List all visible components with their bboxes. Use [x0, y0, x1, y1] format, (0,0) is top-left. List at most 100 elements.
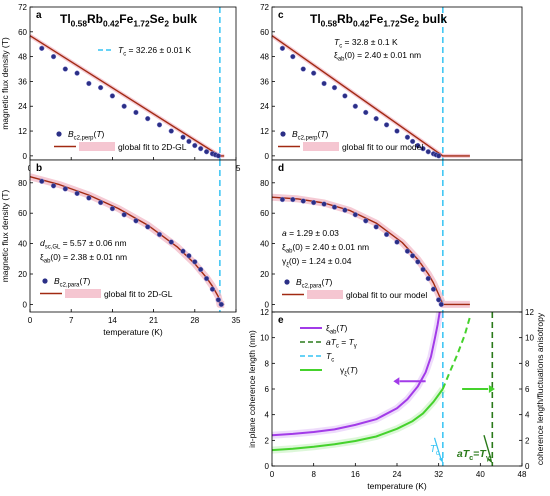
data-point	[300, 66, 306, 72]
x-axis-label: temperature (K)	[367, 481, 427, 491]
legend-band	[79, 142, 115, 151]
panel-label: b	[36, 163, 42, 174]
y-tick-label: 0	[23, 300, 28, 309]
y-tick-label: 72	[18, 3, 27, 12]
legend-label: Tc	[326, 351, 334, 364]
data-point	[404, 134, 411, 140]
text-span: (	[79, 276, 82, 286]
tc-annotation: Tc = 32.26 ± 0.01 K	[118, 45, 191, 58]
data-point	[383, 122, 390, 128]
plot-background	[30, 7, 236, 160]
data-point	[203, 275, 210, 282]
tc-callout-arrowhead	[438, 457, 443, 463]
text-span: T	[350, 365, 356, 375]
text-span: 0.58	[321, 19, 338, 29]
text-span: (	[347, 365, 350, 375]
legend-label: Bc2,para(T)	[54, 276, 91, 289]
annotation-xi: ξab(0) = 2.40 ± 0.01 nm	[334, 50, 421, 63]
y2-tick-label: 10	[525, 334, 534, 343]
legend-label: γξ(T)	[340, 365, 358, 378]
plot-frame	[29, 159, 237, 313]
text-span: c	[339, 44, 342, 50]
tc-callout: Tc	[430, 444, 440, 457]
text-span: = 32.26 ± 0.01 K	[126, 45, 191, 55]
x-tick-label: 35	[232, 316, 241, 325]
text-span: γ	[340, 365, 345, 375]
y-tick-label: 40	[260, 240, 269, 249]
legend-band	[303, 142, 339, 151]
legend-label: global fit to our model	[342, 142, 423, 152]
data-point	[121, 212, 127, 218]
y2-tick-label: 0	[525, 462, 530, 471]
data-point	[363, 109, 369, 116]
data-point	[409, 138, 416, 145]
legend-band	[307, 290, 343, 299]
data-point	[121, 103, 127, 109]
data-point	[436, 153, 442, 159]
data-point	[50, 53, 57, 60]
panel-label: d	[278, 163, 284, 174]
text-span: )	[102, 129, 105, 139]
y-tick-label: 72	[260, 3, 269, 12]
data-point	[180, 248, 186, 254]
data-point	[425, 275, 431, 282]
data-point	[321, 80, 327, 87]
data-point	[145, 224, 151, 230]
text-span: d	[40, 238, 45, 248]
data-point	[133, 109, 139, 116]
data-point	[331, 204, 338, 210]
annotation-a: a = 1.29 ± 0.03	[282, 228, 339, 238]
plot-background	[272, 7, 522, 160]
fit-line	[271, 35, 470, 157]
data-point	[156, 231, 163, 238]
text-span: c2,para	[60, 283, 81, 289]
data-point	[420, 266, 426, 273]
text-span: =	[473, 448, 479, 460]
y-tick-label: 36	[260, 77, 269, 86]
text-span: c	[331, 358, 334, 364]
text-span: 0.42	[103, 19, 120, 29]
text-span: = 5.57 ± 0.06 nm	[60, 238, 126, 248]
y-tick-label: 4	[265, 411, 270, 420]
text-span: ξ	[326, 323, 330, 333]
data-point	[209, 286, 216, 292]
panel-a: 01224364860720714212835aTl0.58Rb0.42Fe1.…	[0, 3, 241, 173]
text-span: = 1.29 ± 0.03	[287, 228, 339, 238]
data-point	[133, 218, 139, 224]
data-point	[290, 196, 296, 203]
y-tick-label: 80	[18, 179, 27, 188]
text-span: T	[118, 45, 124, 55]
annotation-dsc: dsc,GL = 5.57 ± 0.06 nm	[40, 238, 127, 251]
text-span: aT	[326, 337, 337, 347]
y-tick-label: 8	[265, 359, 270, 368]
data-point	[39, 45, 45, 52]
data-point	[215, 297, 221, 303]
data-point	[321, 201, 327, 207]
data-point	[311, 70, 317, 76]
data-point	[109, 205, 116, 212]
text-span: c	[469, 453, 473, 462]
text-span: B	[54, 276, 60, 286]
y2-tick-label: 4	[525, 411, 530, 420]
x-tick-label: 28	[190, 316, 199, 325]
data-point	[363, 218, 369, 224]
legend-marker	[284, 279, 290, 285]
data-point	[420, 145, 426, 152]
x-tick-label: 40	[476, 470, 485, 479]
text-span: Rb	[337, 12, 353, 26]
data-point	[415, 142, 421, 149]
data-point	[409, 253, 416, 259]
gamma-curve-extrapolated	[441, 316, 471, 390]
legend-marker	[280, 131, 286, 137]
text-span: ab	[286, 249, 293, 255]
data-point	[62, 66, 68, 72]
text-span: c	[436, 450, 440, 457]
y-tick-label: 24	[260, 102, 269, 111]
tc-annotation: Tc = 32.8 ± 0.1 K	[334, 37, 398, 50]
text-span: B	[296, 277, 302, 287]
data-point	[311, 199, 317, 206]
x-tick-label: 7	[69, 316, 74, 325]
text-span: (0) = 2.40 ± 0.01 nm	[292, 242, 369, 252]
text-span: T	[339, 323, 345, 333]
